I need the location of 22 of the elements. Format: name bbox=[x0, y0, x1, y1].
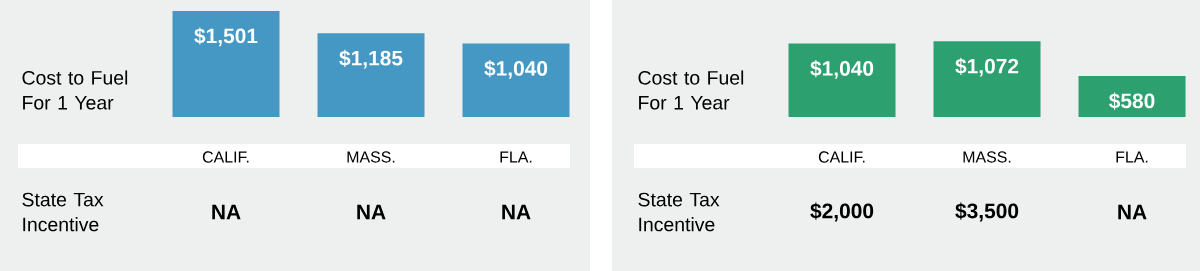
y-axis-title: Cost to Fuel For 1 Year bbox=[638, 70, 744, 110]
x-tick-label: CALIF. bbox=[202, 151, 249, 163]
text: NA bbox=[357, 204, 386, 220]
text: $3,500 bbox=[955, 202, 1019, 222]
text: NA bbox=[212, 204, 241, 220]
data-label: $1,040 bbox=[810, 60, 874, 79]
text: State Tax Incentive bbox=[638, 192, 720, 232]
text: NA bbox=[502, 204, 531, 220]
x-tick-label: FLA. bbox=[500, 151, 532, 163]
text: $2,000 bbox=[810, 202, 874, 222]
text: NA bbox=[1118, 204, 1147, 220]
x-tick-label: CALIF. bbox=[818, 151, 865, 163]
data-label: $1,040 bbox=[484, 60, 548, 79]
x-tick-label: MASS. bbox=[963, 151, 1011, 163]
text: State Tax Incentive bbox=[22, 192, 104, 232]
data-label: $1,072 bbox=[955, 57, 1019, 77]
y-axis-title: Cost to Fuel For 1 Year bbox=[22, 70, 128, 110]
data-label: $1,501 bbox=[194, 27, 258, 47]
data-label: $580 bbox=[1109, 92, 1155, 110]
x-tick-label: FLA. bbox=[1116, 151, 1148, 163]
data-label: $1,185 bbox=[339, 49, 403, 69]
x-tick-label: MASS. bbox=[347, 151, 395, 163]
